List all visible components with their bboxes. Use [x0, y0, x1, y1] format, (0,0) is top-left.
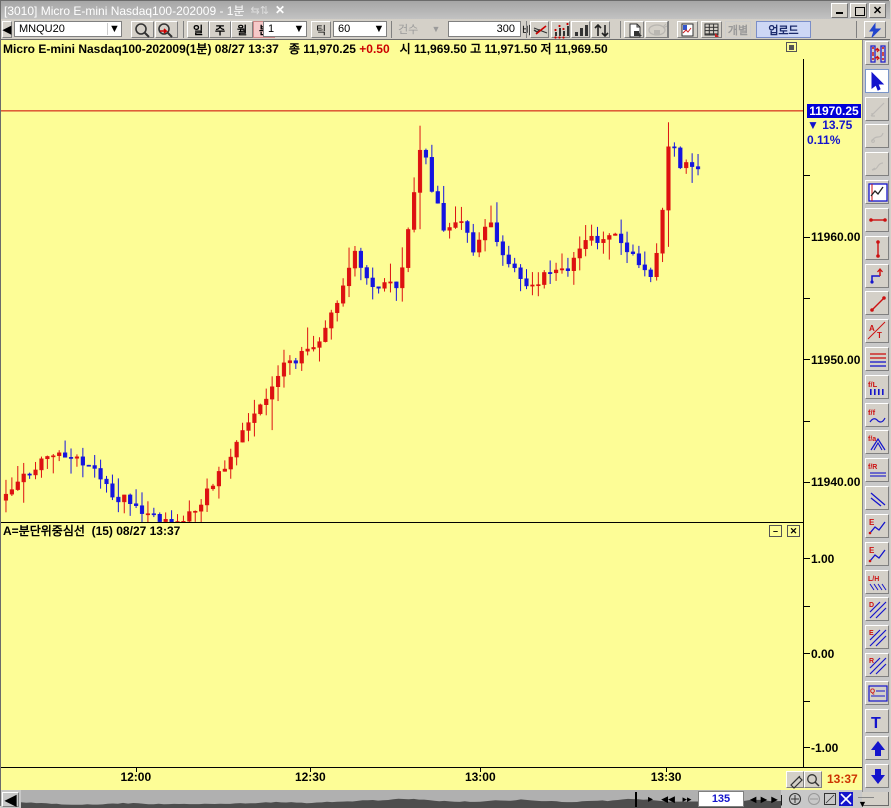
- svg-text:f/a: f/a: [868, 436, 876, 443]
- svg-text:T: T: [871, 715, 881, 732]
- svg-text:T: T: [877, 331, 882, 340]
- svg-text:f/f: f/f: [868, 408, 876, 417]
- svg-text:Q: Q: [870, 688, 875, 695]
- svg-text:E: E: [869, 546, 875, 555]
- svg-text:L/H: L/H: [868, 576, 879, 583]
- svg-text:A: A: [869, 324, 875, 333]
- svg-text:E: E: [869, 518, 875, 527]
- svg-text:f/R: f/R: [868, 464, 877, 471]
- svg-text:f/L: f/L: [868, 380, 878, 389]
